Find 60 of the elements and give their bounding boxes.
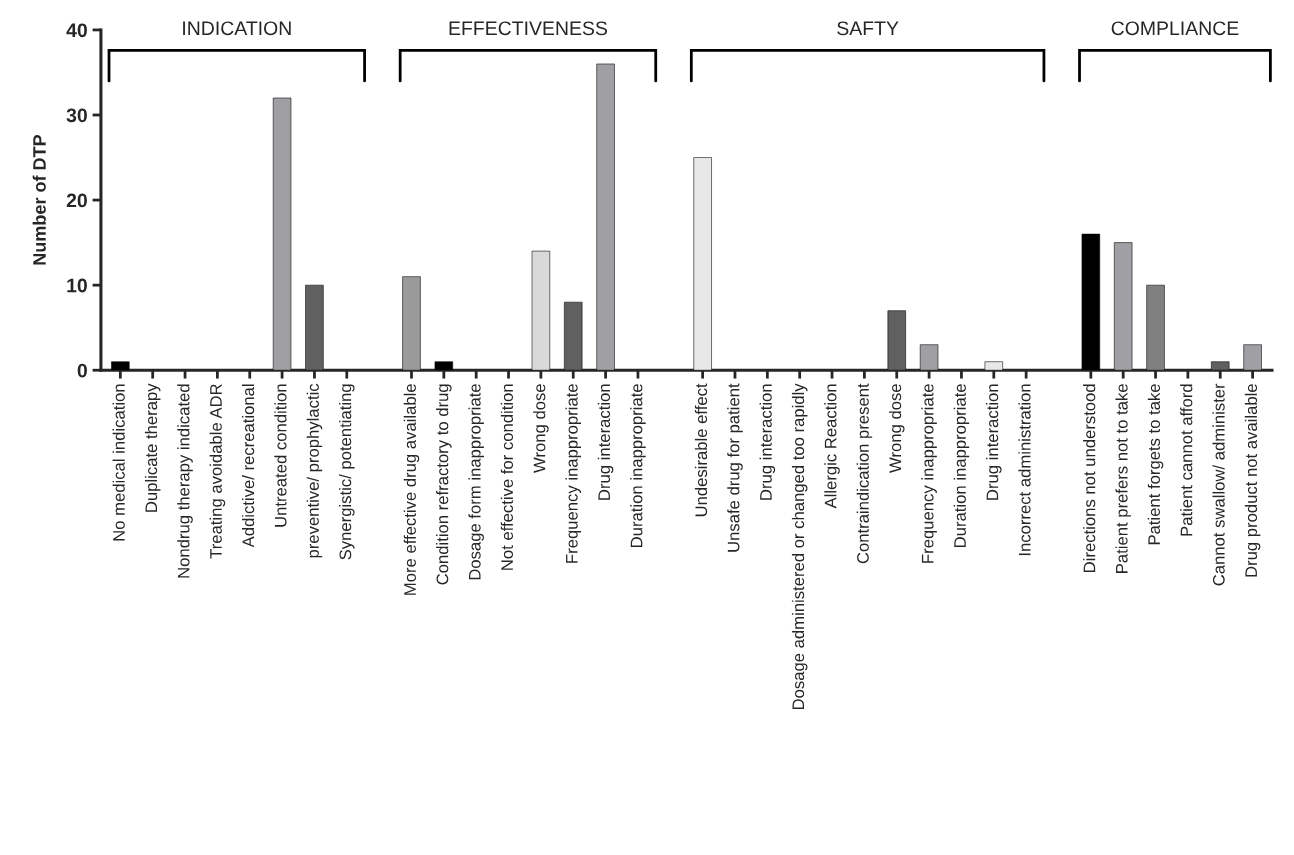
x-tick-label: Frequency inappropriate [565, 384, 582, 563]
x-tick-label: Wrong dose [533, 384, 549, 473]
annotation: INDICATION [183, 21, 291, 36]
x-tick-label: Undesirable effect [694, 383, 708, 517]
bar [1243, 344, 1262, 371]
x-tick-label: Frequency inappropriate [921, 384, 937, 563]
x-tick-label: Patient cannot afford [1180, 384, 1193, 536]
x-tick-label: Dosage form inappropriate [468, 384, 484, 580]
annotation: COMPLIANCE [1111, 21, 1239, 36]
bar [919, 344, 939, 371]
bar [305, 284, 324, 371]
x-tick-label: Contraindication present [856, 383, 873, 564]
x-tick-label: No medical indication [112, 384, 125, 541]
bar [531, 250, 551, 371]
x-tick-label: Duration inappropriate [630, 384, 646, 547]
x-tick-label: Patient forgets to take [1147, 384, 1164, 545]
x-tick-label: Allergic Reaction [824, 384, 840, 509]
bar [1146, 284, 1165, 371]
x-tick-label: More effective drug available [403, 384, 420, 595]
x-tick-label: Treating avoidable ADR [209, 384, 226, 559]
x-tick-label: Drug interaction [759, 384, 776, 500]
x-tick-label: Untreated condition [274, 384, 287, 527]
bar [564, 301, 583, 371]
x-tick-label: Dosage administered or changed too rapidly [791, 383, 808, 710]
bar [434, 361, 454, 371]
x-tick-label: Drug product not available [1244, 384, 1261, 577]
x-tick-label: Directions not understood [1083, 384, 1096, 572]
x-tick-label: Synergistic/ potentiating [339, 384, 355, 560]
annotation: EFFECTIVENESS [449, 21, 608, 36]
x-tick-label: Drug interaction [986, 384, 1002, 500]
bar [693, 157, 712, 371]
y-tick-label: 30 [66, 108, 87, 123]
bar [984, 361, 1003, 371]
x-tick-label: Patient prefers not to take [1115, 384, 1131, 573]
bar [1081, 233, 1101, 371]
y-tick-label: 20 [66, 193, 87, 208]
y-tick-label: 0 [77, 363, 87, 378]
x-tick-label: Nondrug therapy indicated [177, 384, 193, 578]
bar [887, 310, 906, 371]
x-tick-label: Cannot swallow/ administer [1212, 383, 1225, 586]
x-tick-label: Unsafe drug for patient [727, 383, 743, 552]
bar [596, 63, 615, 371]
bar [402, 276, 421, 371]
bar [111, 361, 130, 371]
x-tick-label: Drug interaction [597, 384, 614, 500]
bar [1114, 242, 1133, 371]
x-tick-label: Incorrect administration [1018, 384, 1031, 556]
bar [1211, 361, 1230, 371]
x-tick-label: Duration inappropriate [953, 384, 970, 547]
bar [272, 97, 292, 371]
x-tick-label: preventive/ prophylactic [306, 383, 323, 558]
x-tick-label: Not effective for condition [500, 384, 514, 570]
y-tick-label: 40 [66, 23, 87, 38]
x-tick-label: Addictive/ recreational [241, 384, 255, 548]
y-axis-title: Number of DTP [32, 134, 46, 265]
x-tick-label: Duplicate therapy [144, 383, 161, 512]
y-tick-label: 10 [67, 278, 87, 293]
x-tick-label: Condition refractory to drug [436, 384, 452, 585]
x-tick-label: Wrong dose [888, 384, 905, 473]
annotation: SAFTY [837, 21, 899, 36]
